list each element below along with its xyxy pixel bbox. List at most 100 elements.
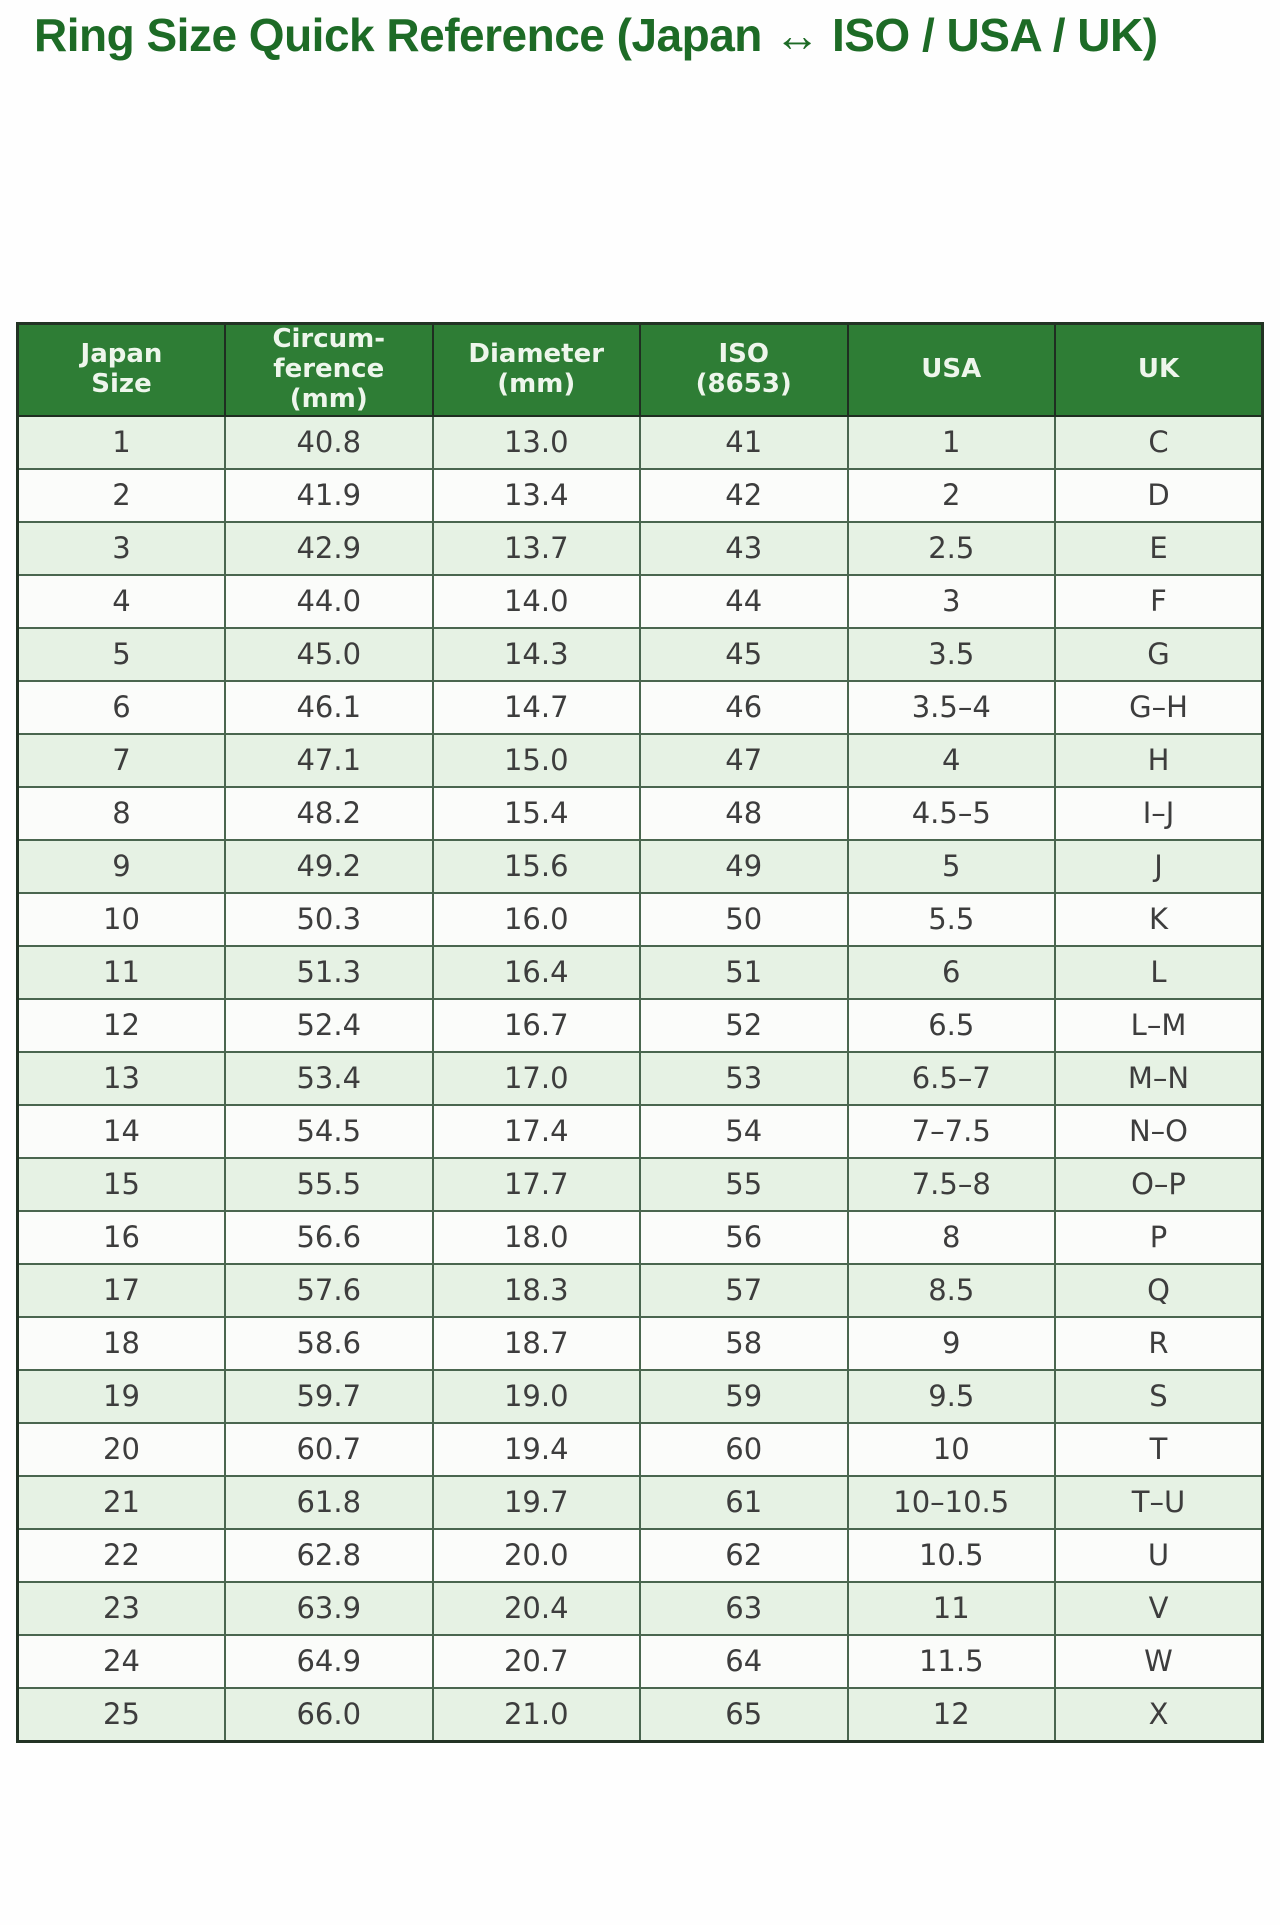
table-cell: 65 — [639, 1686, 849, 1743]
column-header-diameter: Diameter (mm) — [431, 322, 641, 417]
table-cell: 45 — [639, 626, 849, 682]
table-cell: N–O — [1054, 1103, 1264, 1159]
table-cell: P — [1054, 1209, 1264, 1265]
table-cell: R — [1054, 1315, 1264, 1371]
table-cell: 15.6 — [431, 838, 641, 894]
table-cell: 17.0 — [431, 1050, 641, 1106]
table-cell: 60 — [639, 1421, 849, 1477]
table-cell: 5 — [846, 838, 1056, 894]
table-cell: 6 — [846, 944, 1056, 1000]
table-row: 5 45.0 14.3 45 3.5 G — [16, 626, 1264, 682]
table-cell: O–P — [1054, 1156, 1264, 1212]
column-header-japan-size: Japan Size — [16, 322, 226, 417]
table-cell: L–M — [1054, 997, 1264, 1053]
table-cell: 47.1 — [224, 732, 434, 788]
table-row: 8 48.2 15.4 48 4.5–5 I–J — [16, 785, 1264, 841]
table-cell: 8 — [16, 785, 226, 841]
column-header-iso: ISO (8653) — [639, 322, 849, 417]
table-cell: 10–10.5 — [846, 1474, 1056, 1530]
table-body: 1 40.8 13.0 41 1 C 2 41.9 13.4 42 2 D 3 42.9 13.7 43 2.5… — [16, 414, 1264, 1743]
table-cell: 52.4 — [224, 997, 434, 1053]
table-cell: 9 — [846, 1315, 1056, 1371]
table-cell: 41.9 — [224, 467, 434, 523]
table-cell: 14 — [16, 1103, 226, 1159]
table-row: 22 62.8 20.0 62 10.5 U — [16, 1527, 1264, 1583]
table-cell: 5.5 — [846, 891, 1056, 947]
table-cell: 19.7 — [431, 1474, 641, 1530]
table-cell: 50 — [639, 891, 849, 947]
table-row: 7 47.1 15.0 47 4 H — [16, 732, 1264, 788]
table-cell: 46.1 — [224, 679, 434, 735]
table-cell: 43 — [639, 520, 849, 576]
table-row: 20 60.7 19.4 60 10 T — [16, 1421, 1264, 1477]
column-header-circumference: Circum- ference (mm) — [224, 322, 434, 417]
table-cell: 48 — [639, 785, 849, 841]
table-cell: 55.5 — [224, 1156, 434, 1212]
table-cell: 10.5 — [846, 1527, 1056, 1583]
table-row: 14 54.5 17.4 54 7–7.5 N–O — [16, 1103, 1264, 1159]
table-cell: 19 — [16, 1368, 226, 1424]
table-cell: 40.8 — [224, 414, 434, 470]
table-cell: 4 — [846, 732, 1056, 788]
table-row: 6 46.1 14.7 46 3.5–4 G–H — [16, 679, 1264, 735]
table-cell: 51 — [639, 944, 849, 1000]
table-cell: 1 — [16, 414, 226, 470]
table-cell: 48.2 — [224, 785, 434, 841]
table-cell: 2 — [846, 467, 1056, 523]
table-cell: 49 — [639, 838, 849, 894]
table-row: 2 41.9 13.4 42 2 D — [16, 467, 1264, 523]
table-cell: 64.9 — [224, 1633, 434, 1689]
table-cell: T — [1054, 1421, 1264, 1477]
table-cell: V — [1054, 1580, 1264, 1636]
table-cell: 54.5 — [224, 1103, 434, 1159]
table-cell: 16.4 — [431, 944, 641, 1000]
table-cell: 11 — [16, 944, 226, 1000]
ring-size-table: Japan Size Circum- ference (mm) Diameter… — [16, 322, 1264, 1743]
table-cell: 2 — [16, 467, 226, 523]
table-row: 18 58.6 18.7 58 9 R — [16, 1315, 1264, 1371]
table-cell: 23 — [16, 1580, 226, 1636]
table-cell: 42.9 — [224, 520, 434, 576]
table-cell: 21.0 — [431, 1686, 641, 1743]
table-cell: M–N — [1054, 1050, 1264, 1106]
table-cell: C — [1054, 414, 1264, 470]
table-cell: 53 — [639, 1050, 849, 1106]
table-row: 3 42.9 13.7 43 2.5 E — [16, 520, 1264, 576]
column-header-usa: USA — [846, 322, 1056, 417]
table-cell: 44 — [639, 573, 849, 629]
table-cell: J — [1054, 838, 1264, 894]
table-cell: 66.0 — [224, 1686, 434, 1743]
table-cell: 19.4 — [431, 1421, 641, 1477]
table-cell: 13 — [16, 1050, 226, 1106]
table-cell: 59 — [639, 1368, 849, 1424]
table-cell: D — [1054, 467, 1264, 523]
table-row: 21 61.8 19.7 61 10–10.5 T–U — [16, 1474, 1264, 1530]
table-cell: 21 — [16, 1474, 226, 1530]
table-cell: 18 — [16, 1315, 226, 1371]
table-cell: F — [1054, 573, 1264, 629]
table-cell: 24 — [16, 1633, 226, 1689]
table-cell: 7 — [16, 732, 226, 788]
table-cell: 22 — [16, 1527, 226, 1583]
table-row: 13 53.4 17.0 53 6.5–7 M–N — [16, 1050, 1264, 1106]
table-cell: 58 — [639, 1315, 849, 1371]
table-cell: 42 — [639, 467, 849, 523]
table-row: 19 59.7 19.0 59 9.5 S — [16, 1368, 1264, 1424]
table-cell: 18.0 — [431, 1209, 641, 1265]
table-cell: 58.6 — [224, 1315, 434, 1371]
table-cell: 15.4 — [431, 785, 641, 841]
table-row: 24 64.9 20.7 64 11.5 W — [16, 1633, 1264, 1689]
table-cell: 25 — [16, 1686, 226, 1743]
table-cell: L — [1054, 944, 1264, 1000]
table-row: 16 56.6 18.0 56 8 P — [16, 1209, 1264, 1265]
table-cell: 12 — [846, 1686, 1056, 1743]
table-cell: 8.5 — [846, 1262, 1056, 1318]
table-cell: 5 — [16, 626, 226, 682]
table-cell: 20.4 — [431, 1580, 641, 1636]
table-cell: S — [1054, 1368, 1264, 1424]
table-cell: 17.4 — [431, 1103, 641, 1159]
table-cell: 17.7 — [431, 1156, 641, 1212]
table-cell: 53.4 — [224, 1050, 434, 1106]
table-cell: 57 — [639, 1262, 849, 1318]
table-cell: 60.7 — [224, 1421, 434, 1477]
